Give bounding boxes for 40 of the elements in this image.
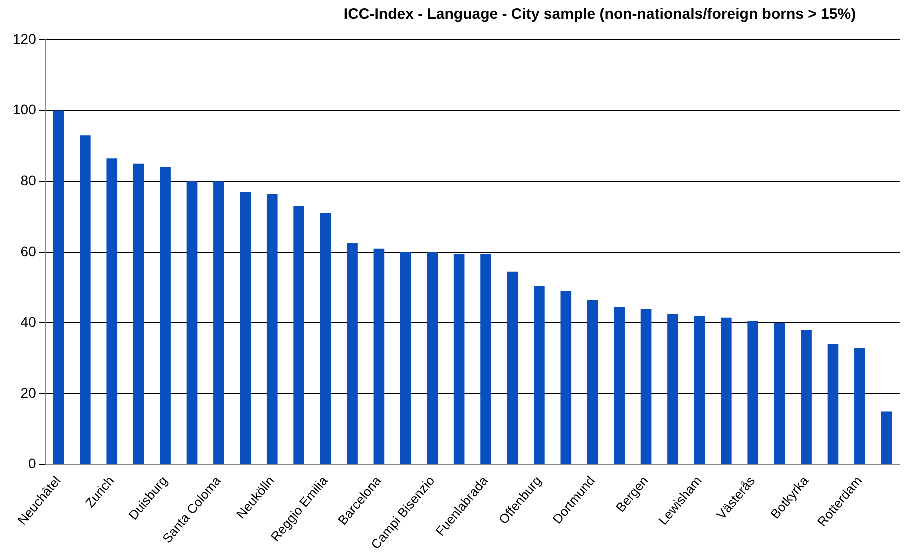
bar xyxy=(614,307,625,464)
bar xyxy=(133,164,144,464)
bar xyxy=(427,252,438,464)
bar xyxy=(186,182,198,464)
bar xyxy=(694,316,706,464)
y-tick-label: 120 xyxy=(13,30,37,47)
bar xyxy=(400,252,412,464)
bar xyxy=(53,110,64,464)
bar xyxy=(266,194,278,464)
bar xyxy=(480,254,492,464)
bar xyxy=(587,300,598,464)
bar xyxy=(801,330,812,464)
bar xyxy=(320,213,332,464)
bar xyxy=(347,244,358,464)
chart-title: ICC-Index - Language - City sample (non-nationals/foreign borns > 15%) xyxy=(342,6,858,23)
bar xyxy=(160,167,171,464)
bar xyxy=(828,344,839,464)
bar xyxy=(454,254,465,464)
bar xyxy=(374,248,385,464)
bar xyxy=(240,192,252,464)
y-tick-label: 60 xyxy=(20,243,37,260)
bar xyxy=(748,321,759,464)
bar xyxy=(534,286,545,464)
y-tick-label: 80 xyxy=(20,172,37,188)
bar xyxy=(854,348,866,464)
bar xyxy=(294,206,304,464)
y-tick-label: 100 xyxy=(13,102,37,118)
bar xyxy=(881,412,892,464)
bar xyxy=(214,182,224,464)
bar xyxy=(507,272,518,464)
bar xyxy=(668,314,678,464)
bar xyxy=(720,318,732,464)
bar xyxy=(80,136,91,464)
bar xyxy=(640,309,652,464)
y-tick-label: 0 xyxy=(28,456,37,472)
bar xyxy=(774,323,786,464)
y-tick-label: 40 xyxy=(20,314,37,330)
bar xyxy=(106,158,118,464)
bar xyxy=(560,291,572,464)
y-tick-label: 20 xyxy=(20,384,37,401)
